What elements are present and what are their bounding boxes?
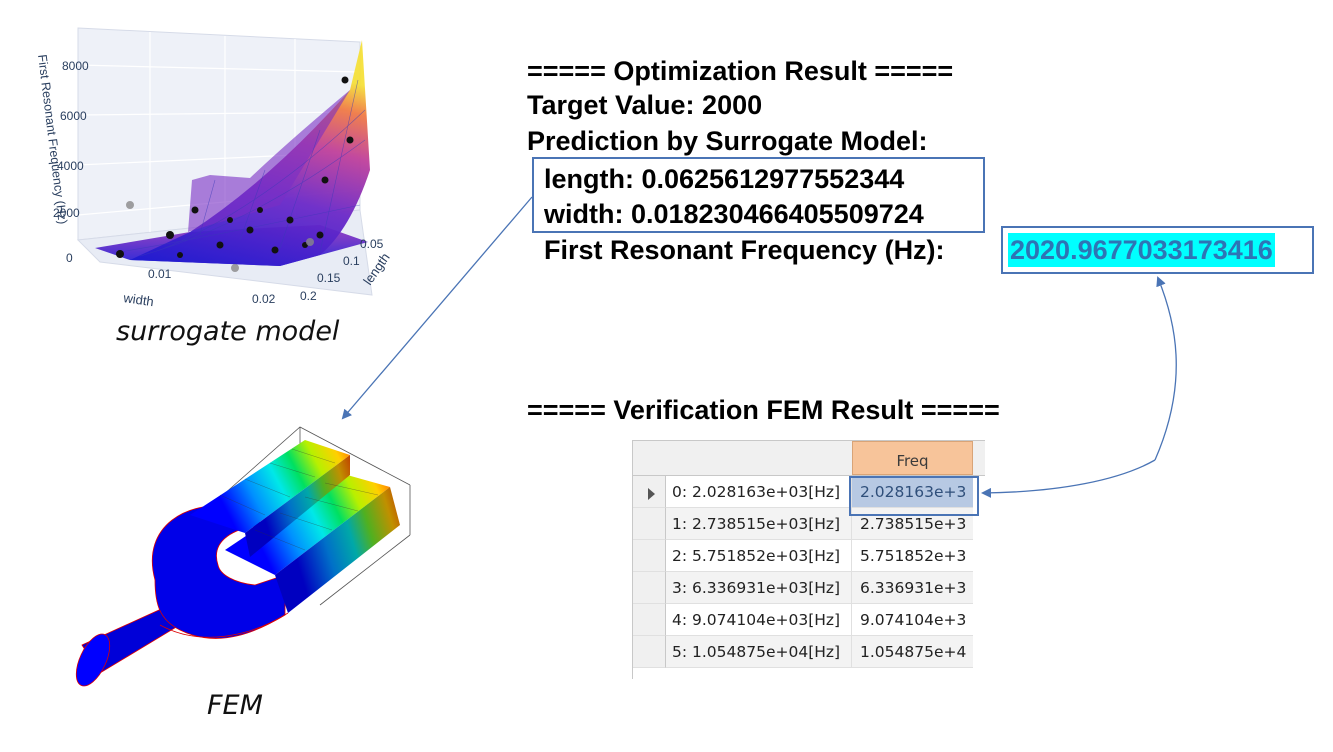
parameter-highlight-box [532,157,985,233]
length-tick-0.2: 0.2 [300,289,317,303]
row-selector[interactable] [633,540,666,572]
table-row-value[interactable]: 2.028163e+3 [852,476,973,508]
length-tick-0.05: 0.05 [360,237,384,251]
compare-frequency-arrow-lower [981,459,1156,498]
z-axis-label: First Resonant Frequency (Hz) [35,54,70,225]
table-row-value[interactable]: 9.074104e+3 [852,604,973,636]
row-selector[interactable] [633,636,666,668]
current-row-pointer-icon [648,488,655,500]
table-row-name[interactable]: 2: 5.751852e+03[Hz] [666,540,852,572]
length-tick-0.15: 0.15 [317,271,341,285]
row-selector[interactable] [633,572,666,604]
table-row-name[interactable]: 1: 2.738515e+03[Hz] [666,508,852,540]
width-axis-label: width [122,290,155,309]
surrogate-model-caption: surrogate model [116,316,340,347]
fem-arm-outer [190,440,350,533]
z-tick-4000: 4000 [57,159,84,173]
surface-step [188,90,350,232]
table-row-value[interactable]: 1.054875e+4 [852,636,973,668]
fem-handle-end [75,633,111,687]
frequency-highlight-box [1001,226,1314,274]
fem-arm-inner-side [275,487,400,613]
row-selector[interactable] [633,604,666,636]
frequency-label: First Resonant Frequency (Hz): [544,235,945,265]
z-tick-0: 0 [66,251,73,265]
row-selector[interactable] [633,508,666,540]
freq-column-header[interactable]: Freq [852,441,973,475]
table-row-name[interactable]: 0: 2.028163e+03[Hz] [666,476,852,508]
surrogate-model-plot: First Resonant Frequency (Hz) 8000 6000 … [35,27,393,309]
predicted-frequency-value: 2020.9677033173416 [1008,233,1275,267]
table-row-value[interactable]: 5.751852e+3 [852,540,973,572]
fem-arm-outer-side [245,455,350,557]
table-row-name[interactable]: 3: 6.336931e+03[Hz] [666,572,852,604]
target-value-line: Target Value: 2000 [527,90,763,120]
table-row-name[interactable]: 5: 1.054875e+04[Hz] [666,636,852,668]
table-row-name[interactable]: 4: 9.074104e+03[Hz] [666,604,852,636]
width-tick-0.01: 0.01 [148,267,172,281]
compare-frequency-arrow [1154,276,1177,461]
surface-main [130,40,370,266]
row-selector[interactable] [633,476,666,508]
fem-caption: FEM [207,690,263,721]
width-tick-0.02: 0.02 [252,292,276,306]
sample-points [116,76,354,258]
z-tick-8000: 8000 [62,59,89,73]
fem-mesh-lines [219,448,379,551]
fem-model-render [75,426,411,687]
fem-arm-inner [225,473,390,575]
width-value-line: width: 0.018230466405509724 [544,199,924,229]
optimization-result-header: ===== Optimization Result ===== [527,56,954,86]
prediction-header: Prediction by Surrogate Model: [527,126,928,156]
length-value-line: length: 0.0625612977552344 [544,164,905,194]
z-tick-2000: 2000 [53,206,80,220]
table-row-value[interactable]: 6.336931e+3 [852,572,973,604]
length-tick-0.1: 0.1 [343,254,360,268]
fem-result-table: Freq 0: 2.028163e+03[Hz] 2.028163e+3 1: … [632,440,985,679]
selected-cell-highlight-box [849,476,979,516]
z-tick-6000: 6000 [60,109,87,123]
fem-u-bend [152,505,286,639]
verification-result-header: ===== Verification FEM Result ===== [527,395,1000,425]
table-row-value[interactable]: 2.738515e+3 [852,508,973,540]
surface-mesh [119,79,366,257]
